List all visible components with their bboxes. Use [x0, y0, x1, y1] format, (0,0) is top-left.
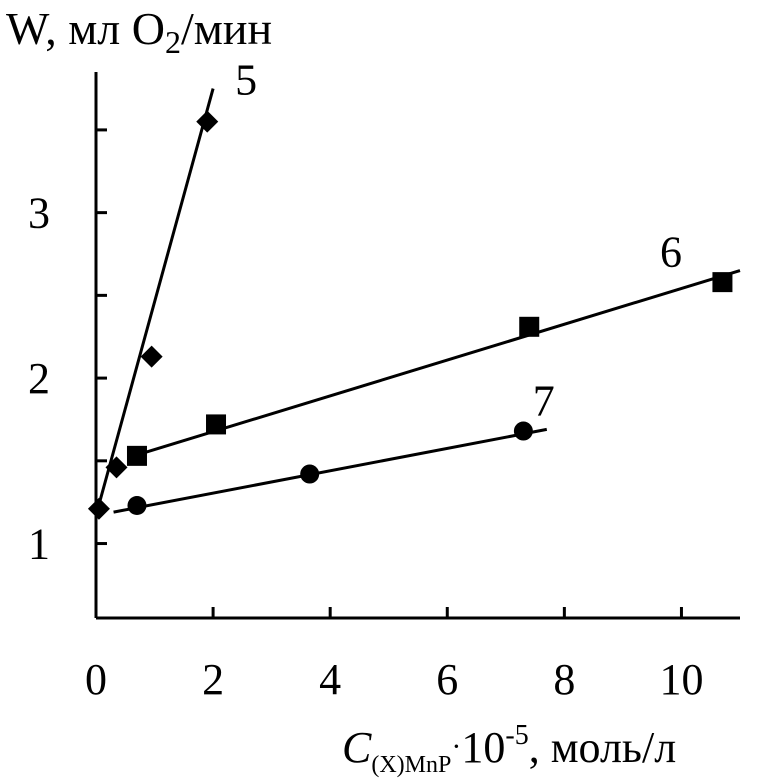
y-tick-label: 2 [28, 354, 50, 403]
x-tick-label: 2 [202, 655, 224, 704]
x-tick-label: 6 [436, 655, 458, 704]
x-axis-title-subscript: (X)MnP [371, 752, 451, 778]
data-point-diamond [87, 497, 110, 520]
x-tick-label: 4 [319, 655, 341, 704]
x-axis-title-variable: C [342, 723, 372, 772]
y-axis-title: W, мл O2/мин [6, 3, 272, 60]
x-tick-label: 8 [553, 655, 575, 704]
data-point-diamond [196, 110, 219, 133]
y-tick-label: 3 [28, 189, 50, 238]
series-label-7: 7 [533, 376, 555, 425]
x-tick-label: 0 [85, 655, 107, 704]
data-point-circle [300, 464, 320, 484]
y-axis-title-subscript: 2 [165, 24, 181, 60]
data-point-circle [513, 421, 533, 441]
series-labels: 5 6 7 [235, 56, 682, 426]
data-point-square [206, 414, 227, 435]
series-label-5: 5 [235, 56, 257, 105]
x-axis-title-exponent: -5 [505, 720, 528, 751]
data-point-circle [127, 495, 147, 515]
x-axis-title-dot: · [451, 730, 461, 763]
fit-line-series-6 [133, 269, 741, 458]
x-axis-title-multiplier: 10 [461, 723, 505, 772]
y-axis-title-tail: /мин [181, 3, 272, 54]
markers [87, 110, 733, 520]
y-tick-label: 1 [28, 520, 50, 569]
y-ticks: 1 2 3 [28, 128, 107, 569]
axes [94, 72, 740, 620]
y-axis-title-main: W, мл O [6, 3, 165, 54]
data-point-diamond [140, 345, 163, 368]
x-tick-label: 10 [659, 655, 703, 704]
x-axis-title-tail: , моль/л [529, 723, 676, 772]
x-ticks: 0 2 4 6 8 10 [85, 607, 703, 704]
x-axis-title: C(X)MnP·10-5, моль/л [342, 720, 676, 778]
data-point-square [712, 272, 733, 293]
data-point-square [126, 445, 147, 466]
series-label-6: 6 [660, 228, 682, 277]
fit-lines [94, 88, 741, 516]
data-point-diamond [105, 456, 128, 479]
fit-line-series-7 [113, 427, 548, 514]
fit-line-series-5 [94, 88, 215, 516]
data-point-square [519, 316, 540, 337]
